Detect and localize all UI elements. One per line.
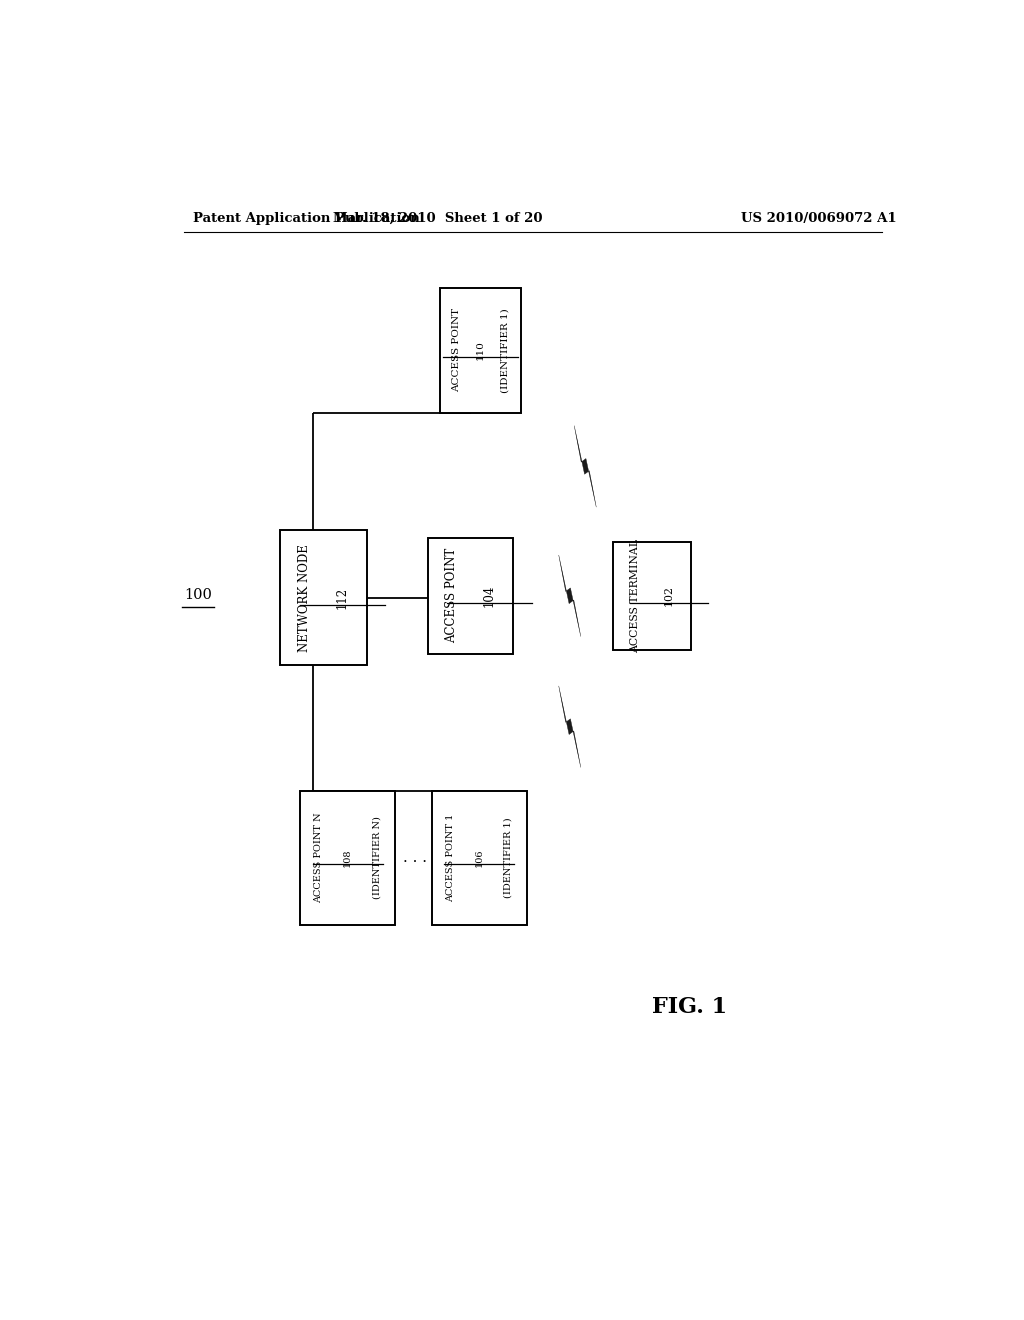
Bar	[440, 288, 521, 412]
Text: ACCESS POINT 1: ACCESS POINT 1	[446, 813, 455, 902]
Polygon shape	[559, 686, 581, 767]
Text: (IDENTIFIER 1): (IDENTIFIER 1)	[501, 308, 510, 392]
Bar	[428, 539, 513, 653]
Text: (IDENTIFIER 1): (IDENTIFIER 1)	[504, 817, 513, 898]
Bar	[613, 543, 690, 649]
Polygon shape	[559, 554, 581, 636]
Text: US 2010/0069072 A1: US 2010/0069072 A1	[740, 213, 896, 224]
Text: 112: 112	[336, 586, 348, 609]
Text: ACCESS POINT: ACCESS POINT	[445, 548, 459, 643]
Text: 100: 100	[184, 587, 212, 602]
Bar	[300, 792, 395, 924]
Bar	[432, 792, 527, 924]
Text: Mar. 18, 2010  Sheet 1 of 20: Mar. 18, 2010 Sheet 1 of 20	[333, 213, 543, 224]
Polygon shape	[574, 425, 596, 507]
Text: FIG. 1: FIG. 1	[652, 997, 727, 1018]
Text: ACCESS POINT: ACCESS POINT	[452, 308, 461, 392]
Text: ACCESS POINT N: ACCESS POINT N	[314, 813, 324, 903]
Text: 106: 106	[475, 849, 484, 867]
Text: Patent Application Publication: Patent Application Publication	[194, 213, 420, 224]
Bar	[280, 531, 367, 665]
Text: . . .: . . .	[402, 850, 427, 865]
Text: ACCESS TERMINAL: ACCESS TERMINAL	[630, 539, 640, 653]
Text: NETWORK NODE: NETWORK NODE	[298, 544, 311, 652]
Text: (IDENTIFIER N): (IDENTIFIER N)	[372, 817, 381, 899]
Text: 108: 108	[343, 849, 352, 867]
Text: 102: 102	[664, 585, 674, 606]
Text: 104: 104	[482, 585, 496, 607]
Text: 110: 110	[476, 341, 485, 360]
